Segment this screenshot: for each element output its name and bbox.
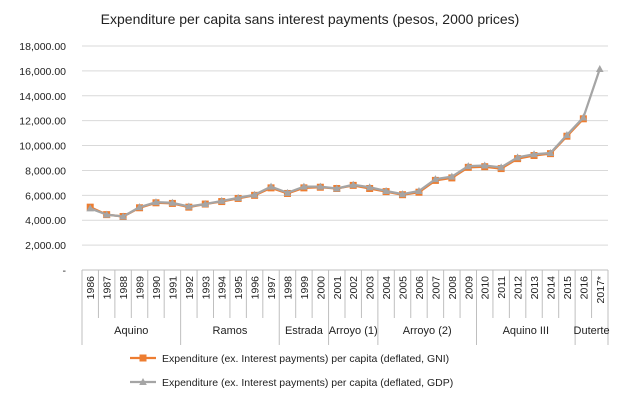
data-point xyxy=(102,210,111,218)
x-tick-label: 1987 xyxy=(102,276,114,300)
x-tick-label: 2010 xyxy=(480,276,492,300)
data-point xyxy=(119,212,127,220)
data-point xyxy=(415,186,423,194)
data-point xyxy=(595,65,604,73)
x-tick-label: 2013 xyxy=(529,276,541,300)
group-label: Arroyo (2) xyxy=(403,325,452,337)
data-point xyxy=(86,204,95,212)
group-label: Ramos xyxy=(213,325,248,337)
data-point xyxy=(480,161,489,169)
x-tick-label: 2001 xyxy=(332,276,344,300)
x-tick-label: 2002 xyxy=(348,276,360,300)
x-tick-label: 2008 xyxy=(447,276,459,300)
x-tick-label: 1992 xyxy=(184,276,196,300)
data-point xyxy=(497,163,505,171)
group-label: Arroyo (1) xyxy=(329,325,378,337)
x-tick-label: 2012 xyxy=(513,276,525,300)
legend-label: Expenditure (ex. Interest payments) per … xyxy=(162,353,449,365)
data-point xyxy=(448,172,456,180)
x-tick-label: 2014 xyxy=(545,276,557,300)
series-line xyxy=(89,68,601,218)
legend-marker xyxy=(139,354,147,362)
y-tick-label: 10,000.00 xyxy=(19,141,66,153)
chart-title: Expenditure per capita sans interest pay… xyxy=(101,11,520,27)
data-point xyxy=(316,182,325,190)
data-point xyxy=(168,198,177,206)
x-tick-label: 2015 xyxy=(562,276,574,300)
data-point xyxy=(530,150,538,158)
group-label: Aquino xyxy=(114,325,148,337)
data-point xyxy=(546,149,555,157)
series-gni xyxy=(86,115,587,220)
x-axis: 1986 1987 1988 1989 1990 1991 1992 1993 1994 1995… xyxy=(81,269,610,345)
x-tick-label: 1995 xyxy=(233,276,245,300)
x-tick-label: 1998 xyxy=(282,276,294,300)
data-point xyxy=(365,183,374,191)
group-label: Estrada xyxy=(285,325,324,337)
data-point xyxy=(382,186,390,194)
series-lines xyxy=(86,65,604,220)
data-point xyxy=(398,190,407,198)
data-point xyxy=(267,182,275,190)
x-tick-label: 1994 xyxy=(217,276,229,300)
y-tick-label: 14,000.00 xyxy=(19,91,66,103)
y-tick-label: 8,000.00 xyxy=(25,165,66,177)
x-tick-label: 2017* xyxy=(595,276,607,303)
data-point xyxy=(135,203,144,211)
series-gdp xyxy=(86,65,604,220)
x-tick-label: 1993 xyxy=(200,276,212,300)
y-tick-label: 16,000.00 xyxy=(19,66,66,78)
data-point xyxy=(579,113,588,121)
y-tick-label: 6,000.00 xyxy=(25,190,66,202)
group-label: Duterte xyxy=(574,325,610,337)
x-tick-label: 2000 xyxy=(315,276,327,300)
y-tick-label: 12,000.00 xyxy=(19,116,66,128)
data-point xyxy=(349,180,358,188)
y-tick-label: 18,000.00 xyxy=(19,41,66,53)
legend: Expenditure (ex. Interest payments) per … xyxy=(130,353,453,389)
x-tick-label: 1996 xyxy=(250,276,262,300)
x-tick-label: 2011 xyxy=(496,276,508,299)
data-point xyxy=(332,184,341,192)
x-tick-label: 1988 xyxy=(118,276,130,300)
data-point xyxy=(563,130,571,138)
data-point xyxy=(250,190,259,198)
data-point xyxy=(152,198,160,206)
gridlines xyxy=(82,45,608,246)
data-point xyxy=(431,175,440,183)
x-tick-label: 2009 xyxy=(463,276,475,300)
data-point xyxy=(201,200,210,208)
y-tick-label: 4,000.00 xyxy=(25,215,66,227)
data-point xyxy=(464,162,473,170)
data-point xyxy=(300,182,308,190)
x-tick-label: 1991 xyxy=(167,276,179,300)
x-tick-label: 1999 xyxy=(299,276,311,300)
x-tick-label: 2004 xyxy=(381,276,393,300)
legend-marker xyxy=(139,378,147,385)
legend-item: Expenditure (ex. Interest payments) per … xyxy=(130,377,453,389)
x-tick-label: 1990 xyxy=(151,276,163,300)
y-tick-label: 2,000.00 xyxy=(25,240,66,252)
data-point xyxy=(283,188,292,196)
data-point xyxy=(185,202,193,210)
y-tick-label: - xyxy=(63,265,67,277)
data-point xyxy=(234,193,242,201)
x-tick-label: 1986 xyxy=(85,276,97,300)
x-tick-label: 2016 xyxy=(578,276,590,300)
group-label: Aquino III xyxy=(503,325,549,337)
y-axis: - 2,000.00 4,000.00 6,000.00 8,000.00 10,000.… xyxy=(19,41,66,277)
data-point xyxy=(217,196,226,204)
x-tick-label: 2003 xyxy=(365,276,377,300)
x-tick-label: 2007 xyxy=(430,276,442,300)
x-tick-label: 2005 xyxy=(398,276,410,300)
data-point xyxy=(513,153,522,161)
legend-label: Expenditure (ex. Interest payments) per … xyxy=(162,377,453,389)
legend-item: Expenditure (ex. Interest payments) per … xyxy=(130,353,449,365)
x-tick-label: 2006 xyxy=(414,276,426,300)
x-tick-label: 1989 xyxy=(135,276,147,300)
x-tick-label: 1997 xyxy=(266,276,278,300)
